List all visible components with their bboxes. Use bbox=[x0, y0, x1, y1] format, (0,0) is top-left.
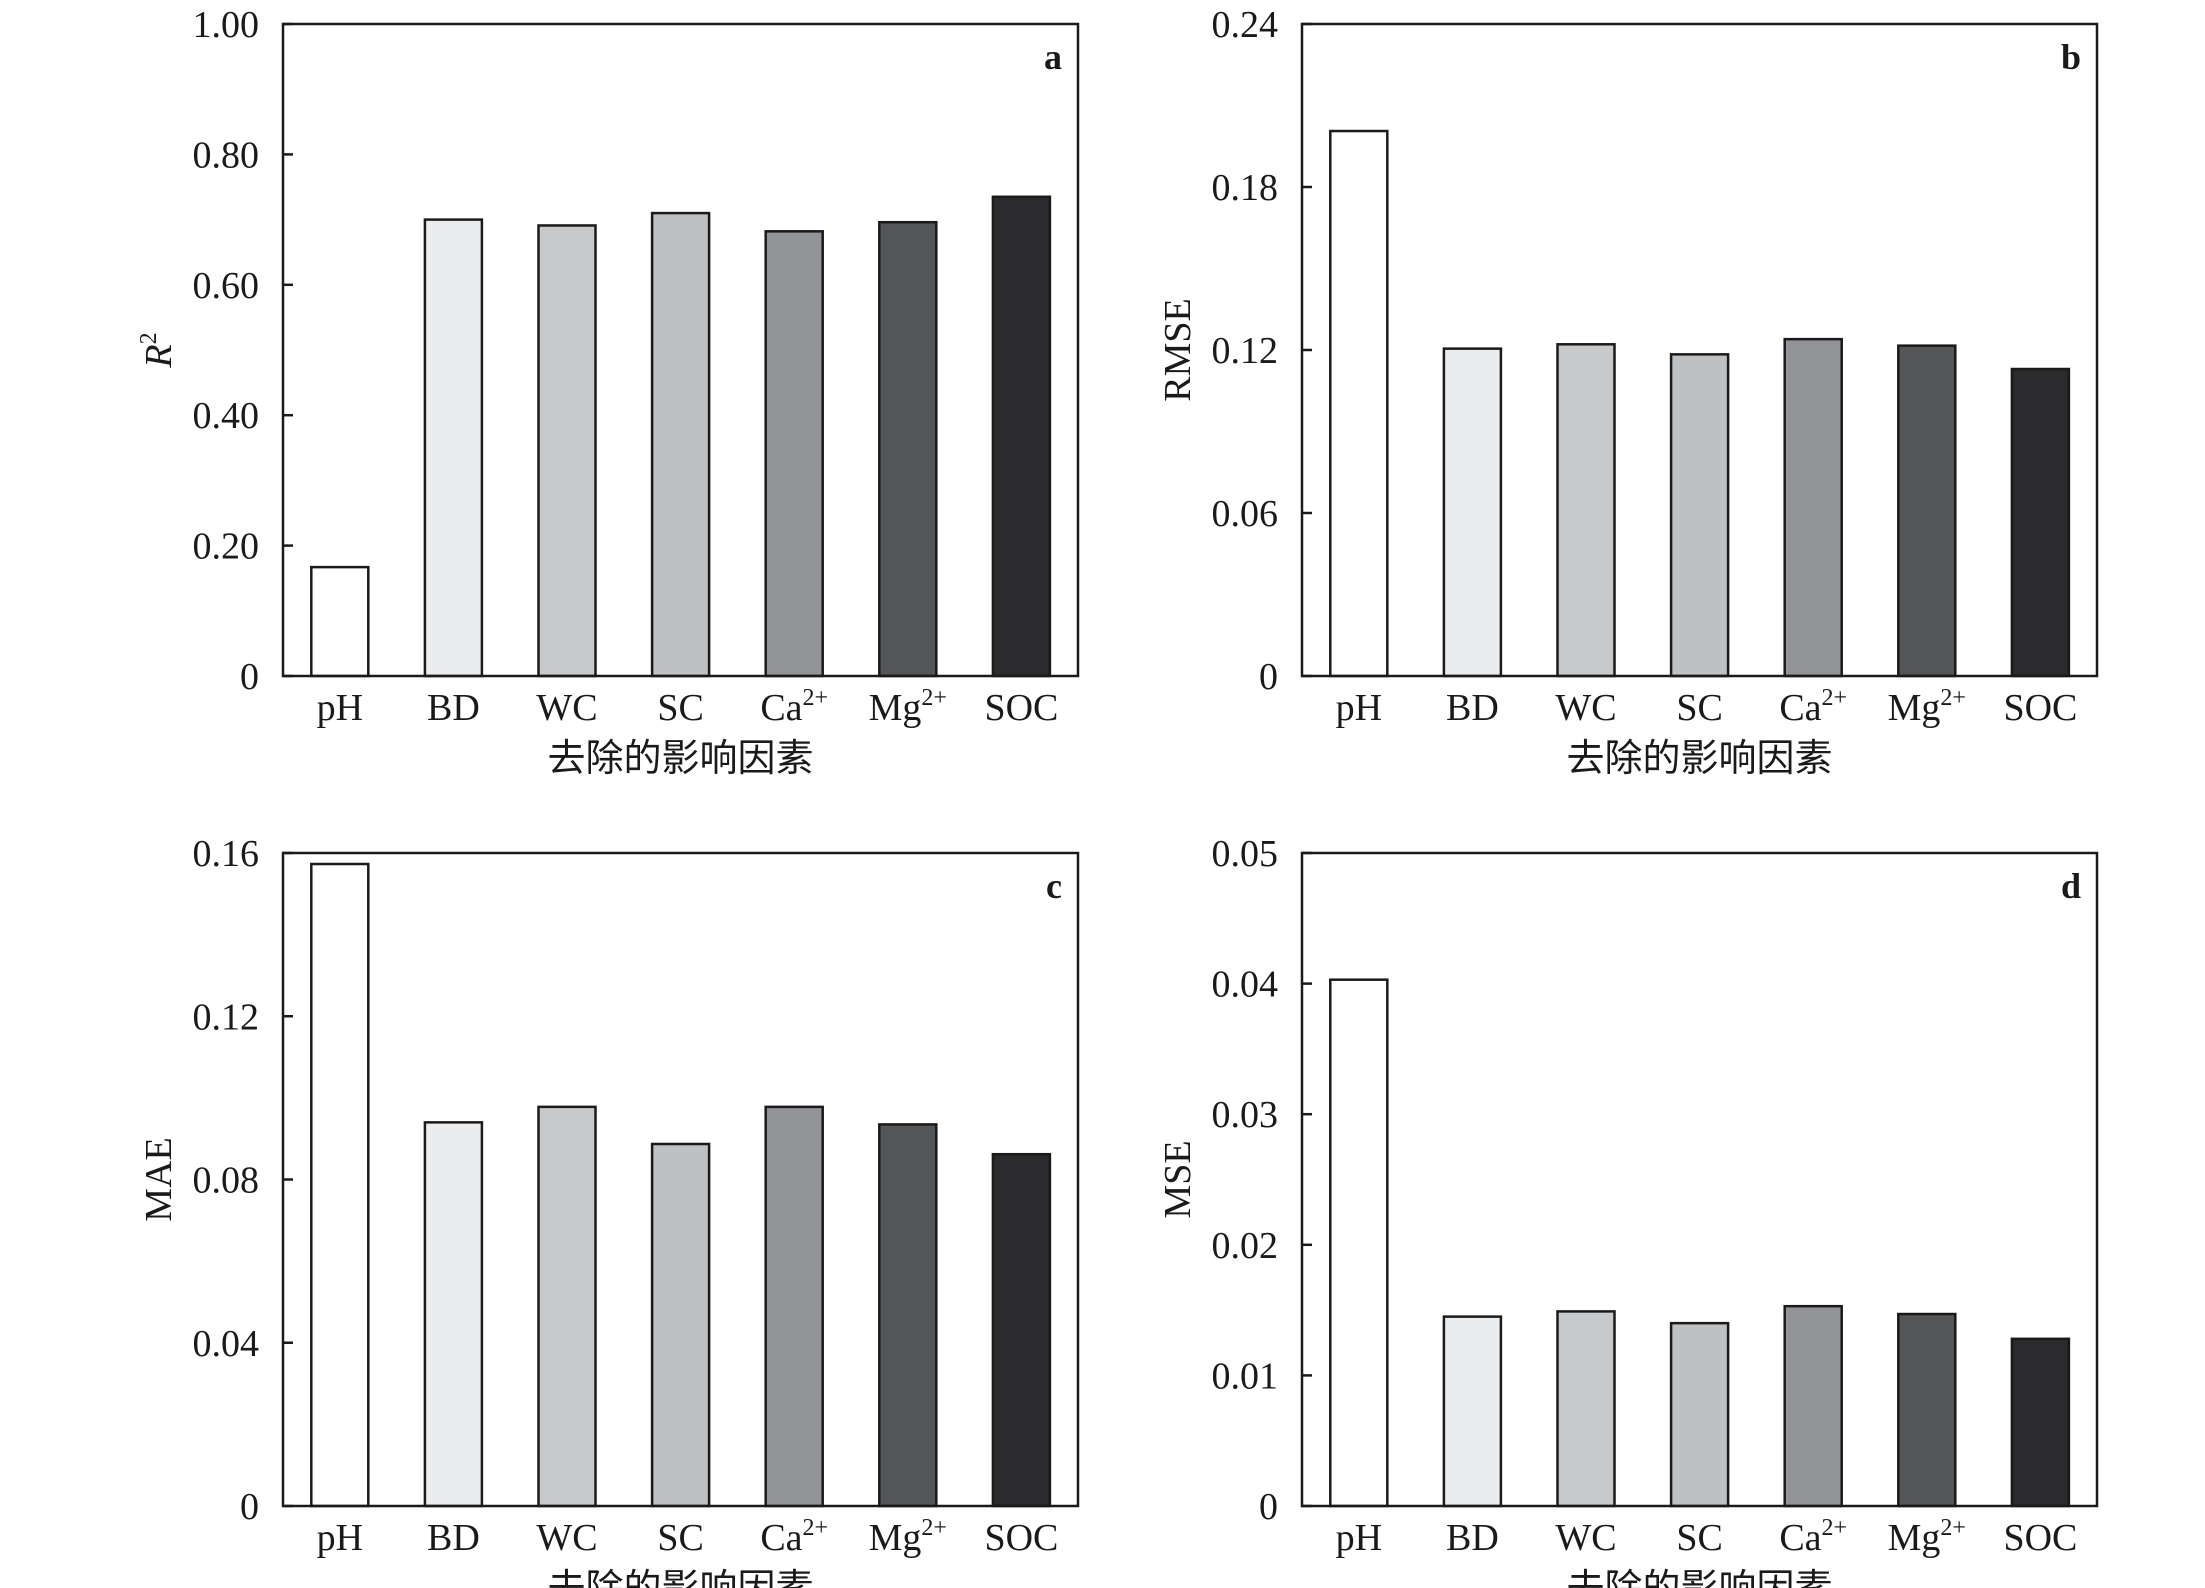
bar-b-ph bbox=[1329, 129, 1389, 678]
x-tick-label: WC bbox=[1555, 1517, 1616, 1559]
y-tick-label: 0 bbox=[1259, 1486, 1278, 1528]
x-tick-label: SC bbox=[1676, 687, 1722, 729]
y-tick-label: 0.24 bbox=[1212, 4, 1279, 46]
x-tick-label: SOC bbox=[984, 687, 1058, 729]
x-axis-title: 去除的影响因素 bbox=[1566, 738, 1832, 780]
y-tick-label: 0.20 bbox=[193, 526, 260, 568]
y-tick-label: 0 bbox=[240, 1486, 259, 1528]
x-tick-label: pH bbox=[317, 1517, 363, 1559]
y-axis-title: RMSE bbox=[1157, 298, 1199, 401]
bar-b-ca bbox=[1783, 337, 1843, 678]
x-tick-label: SC bbox=[657, 687, 703, 729]
x-tick-label: WC bbox=[536, 687, 597, 729]
y-tick-label: 0.12 bbox=[1212, 330, 1279, 372]
chart-panel-b: 0 0.06 0.12 0.18 0.24 pH BD WC SC Ca2+ Mg2+ SOC 去除的影… bbox=[1157, 4, 2099, 780]
x-tick-label: BD bbox=[1446, 687, 1499, 729]
bar-a-bd bbox=[423, 218, 484, 678]
bar-b-sc bbox=[1669, 353, 1730, 678]
bar-a-soc bbox=[991, 195, 1052, 678]
y-tick-label: 0 bbox=[240, 656, 259, 698]
y-tick-label: 0.16 bbox=[193, 833, 260, 875]
x-tick-label: pH bbox=[1336, 687, 1382, 729]
x-tick-label: Mg2+ bbox=[869, 685, 947, 729]
chart-panel-a: 0 0.20 0.40 0.60 0.80 1.00 pH BD WC SC Ca2+ Mg2+ SOC… bbox=[136, 4, 1080, 780]
x-tick-label: Ca2+ bbox=[1779, 1515, 1847, 1559]
y-tick-label: 0.60 bbox=[193, 265, 260, 307]
x-tick-label: pH bbox=[1336, 1517, 1382, 1559]
plot-frame bbox=[281, 22, 1080, 678]
bar-d-soc bbox=[2010, 1337, 2071, 1508]
y-axis-title: R2 bbox=[136, 332, 180, 368]
bar-c-bd bbox=[423, 1121, 484, 1508]
panel-label: b bbox=[2061, 37, 2081, 77]
bar-b-soc bbox=[2010, 367, 2071, 678]
bar-c-wc bbox=[537, 1105, 597, 1508]
y-tick-label: 0.01 bbox=[1212, 1355, 1279, 1397]
x-tick-label: SOC bbox=[2003, 1517, 2077, 1559]
bar-d-ph bbox=[1329, 978, 1389, 1508]
y-tick-label: 1.00 bbox=[193, 4, 260, 46]
x-tick-label: Ca2+ bbox=[760, 1515, 828, 1559]
y-tick-label: 0.80 bbox=[193, 134, 260, 176]
x-tick-label: Ca2+ bbox=[1779, 685, 1847, 729]
bar-a-sc bbox=[650, 211, 711, 678]
y-tick-label: 0.02 bbox=[1212, 1225, 1279, 1267]
x-tick-label: BD bbox=[427, 1517, 480, 1559]
y-axis-title: MAE bbox=[138, 1137, 180, 1221]
chart-panel-d: 0 0.01 0.02 0.03 0.04 0.05 pH BD WC SC Ca2+ Mg2+ SOC… bbox=[1157, 833, 2099, 1588]
bar-d-mg bbox=[1897, 1312, 1957, 1508]
y-axis-title: MSE bbox=[1157, 1140, 1199, 1218]
y-tick-label: 0.03 bbox=[1212, 1094, 1279, 1136]
bar-b-wc bbox=[1556, 343, 1616, 678]
y-tick-label: 0.04 bbox=[1212, 964, 1279, 1006]
bar-a-ca bbox=[764, 230, 824, 678]
bar-b-bd bbox=[1442, 347, 1503, 678]
chart-panel-c: 0 0.04 0.08 0.12 0.16 pH BD WC SC Ca2+ Mg2+ SOC 去除的影… bbox=[138, 833, 1080, 1588]
bar-a-ph bbox=[310, 565, 370, 678]
bar-c-ca bbox=[764, 1105, 824, 1508]
y-tick-label: 0.05 bbox=[1212, 833, 1279, 875]
bar-c-sc bbox=[650, 1142, 711, 1508]
x-tick-label: BD bbox=[427, 687, 480, 729]
bar-d-ca bbox=[1783, 1304, 1843, 1508]
y-tick-label: 0 bbox=[1259, 656, 1278, 698]
x-tick-label: Mg2+ bbox=[1888, 1515, 1966, 1559]
x-tick-label: WC bbox=[536, 1517, 597, 1559]
y-tick-label: 0.12 bbox=[193, 996, 260, 1038]
x-tick-label: SOC bbox=[984, 1517, 1058, 1559]
x-tick-label: WC bbox=[1555, 687, 1616, 729]
x-axis-title: 去除的影响因素 bbox=[1566, 1568, 1832, 1588]
x-axis-title: 去除的影响因素 bbox=[547, 738, 813, 780]
bar-d-sc bbox=[1669, 1321, 1730, 1508]
x-tick-label: pH bbox=[317, 687, 363, 729]
y-tick-label: 0.08 bbox=[193, 1160, 260, 1202]
x-tick-label: Mg2+ bbox=[1888, 685, 1966, 729]
bar-d-wc bbox=[1556, 1310, 1616, 1508]
y-tick-label: 0.40 bbox=[193, 395, 260, 437]
x-tick-label: SC bbox=[1676, 1517, 1722, 1559]
panel-label: d bbox=[2061, 866, 2081, 906]
x-tick-label: Ca2+ bbox=[760, 685, 828, 729]
bar-b-mg bbox=[1897, 344, 1957, 678]
x-tick-label: Mg2+ bbox=[869, 1515, 947, 1559]
y-tick-label: 0.06 bbox=[1212, 493, 1279, 535]
panel-label: a bbox=[1044, 37, 1062, 77]
y-tick-label: 0.04 bbox=[193, 1323, 260, 1365]
panel-label: c bbox=[1046, 866, 1062, 906]
x-tick-label: BD bbox=[1446, 1517, 1499, 1559]
bar-c-mg bbox=[878, 1123, 938, 1508]
x-tick-label: SC bbox=[657, 1517, 703, 1559]
bar-c-ph bbox=[310, 862, 370, 1508]
bar-a-mg bbox=[878, 220, 938, 678]
y-tick-label: 0.18 bbox=[1212, 167, 1279, 209]
x-tick-label: SOC bbox=[2003, 687, 2077, 729]
x-axis-title: 去除的影响因素 bbox=[547, 1568, 813, 1588]
bar-d-bd bbox=[1442, 1315, 1503, 1508]
bar-c-soc bbox=[991, 1152, 1052, 1508]
bar-a-wc bbox=[537, 224, 597, 678]
plot-frame bbox=[1300, 851, 2099, 1508]
